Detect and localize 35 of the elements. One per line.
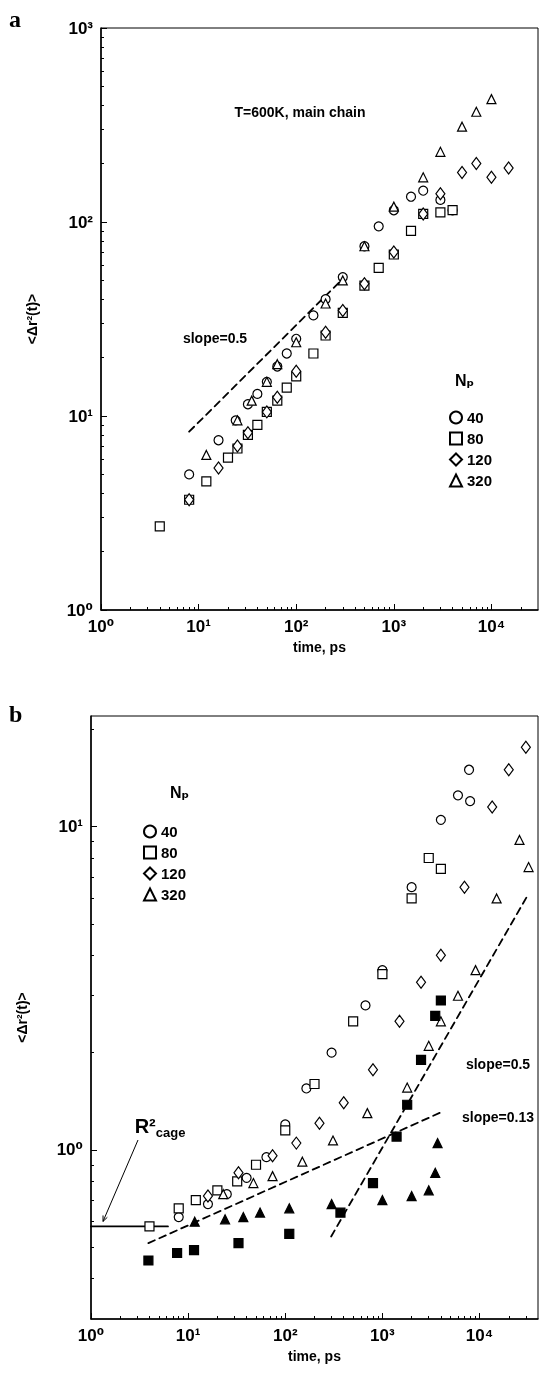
legend-label: 120	[467, 451, 493, 468]
legend-title: Nₚ	[170, 783, 190, 801]
y-tick-label: 10³	[68, 18, 94, 38]
chart-title: a	[9, 6, 21, 32]
annotation: slope=0.13	[462, 1109, 535, 1125]
legend-label: 40	[161, 823, 178, 840]
x-tick-label: 10⁴	[465, 1326, 494, 1345]
annotation: T=600K, main chain	[234, 104, 366, 120]
x-tick-label: 10¹	[186, 617, 212, 636]
legend-title: Nₚ	[455, 371, 475, 389]
x-tick-label: 10³	[381, 617, 407, 636]
y-tick-label: 10⁰	[66, 600, 93, 620]
x-axis-title: time, ps	[288, 1348, 342, 1364]
y-tick-label: 10¹	[58, 817, 84, 837]
legend-label: 80	[161, 844, 178, 861]
y-axis-title: <Δr²(t)>	[24, 293, 40, 345]
x-tick-label: 10¹	[175, 1326, 201, 1345]
x-tick-label: 10²	[283, 617, 309, 636]
y-tick-label: 10⁰	[56, 1140, 83, 1160]
y-tick-label: 10¹	[68, 406, 94, 426]
legend-label: 320	[161, 886, 187, 903]
annotation: slope=0.5	[182, 330, 248, 346]
x-axis-title: time, ps	[293, 639, 347, 655]
legend-label: 320	[467, 472, 493, 489]
y-axis-title: <Δr²(t)>	[14, 992, 30, 1043]
x-tick-label: 10³	[370, 1326, 396, 1345]
chart-title: b	[9, 701, 23, 727]
x-tick-label: 10⁰	[87, 617, 115, 636]
legend-label: 80	[467, 430, 484, 447]
annotation: slope=0.5	[465, 1056, 531, 1072]
x-tick-label: 10⁴	[477, 617, 506, 636]
x-tick-label: 10²	[272, 1326, 298, 1345]
legend-label: 120	[161, 865, 187, 882]
y-tick-label: 10²	[68, 212, 94, 232]
legend-label: 40	[467, 409, 484, 426]
